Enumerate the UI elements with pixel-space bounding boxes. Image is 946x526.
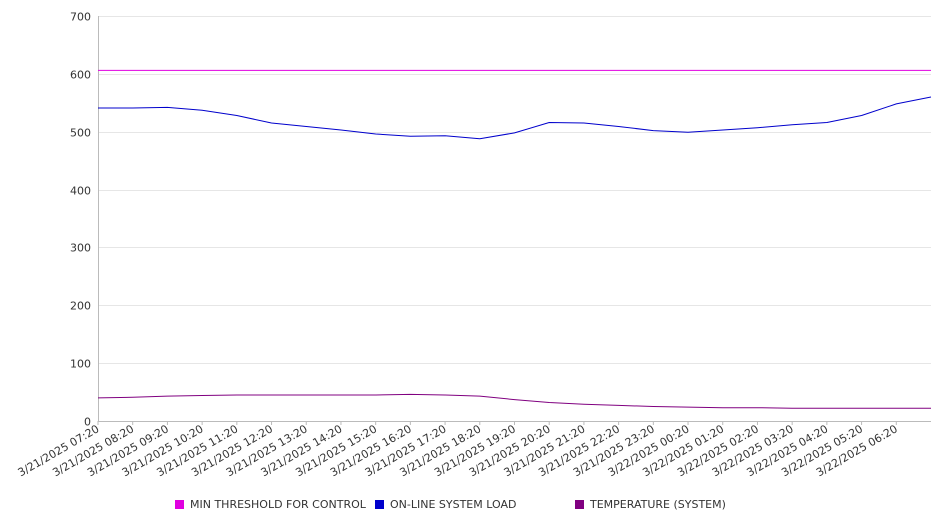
y-tick-label: 300	[70, 242, 91, 255]
legend-item-system-load[interactable]: ON-LINE SYSTEM LOAD	[375, 498, 516, 511]
legend-swatch-temperature	[575, 500, 584, 509]
legend-swatch-system-load	[375, 500, 384, 509]
y-tick-label: 200	[70, 300, 91, 313]
legend-item-temperature[interactable]: TEMPERATURE (SYSTEM)	[575, 498, 726, 511]
axes	[97, 16, 931, 425]
legend-swatch-min-threshold	[175, 500, 184, 509]
y-tick-label: 500	[70, 127, 91, 140]
legend-item-min-threshold[interactable]: MIN THRESHOLD FOR CONTROL	[175, 498, 366, 511]
y-tick-label: 700	[70, 11, 91, 24]
y-tick-label: 600	[70, 69, 91, 82]
y-tick-labels: 0 100 200 300 400 500 600 700	[70, 11, 91, 429]
legend-label-min-threshold: MIN THRESHOLD FOR CONTROL	[190, 498, 366, 511]
series-lines	[97, 69, 932, 409]
system-load-line	[98, 96, 932, 140]
legend-label-system-load: ON-LINE SYSTEM LOAD	[390, 498, 517, 511]
legend-label-temperature: TEMPERATURE (SYSTEM)	[590, 498, 726, 511]
y-tick-label: 100	[70, 358, 91, 371]
legend: MIN THRESHOLD FOR CONTROL ON-LINE SYSTEM…	[0, 496, 946, 516]
y-tick-label: 400	[70, 185, 91, 198]
y-tick-label: 0	[84, 416, 91, 429]
x-tick-labels: 3/21/2025 07:203/21/2025 08:203/21/2025 …	[16, 422, 900, 479]
temperature-line	[97, 393, 931, 409]
gridlines	[98, 16, 931, 364]
